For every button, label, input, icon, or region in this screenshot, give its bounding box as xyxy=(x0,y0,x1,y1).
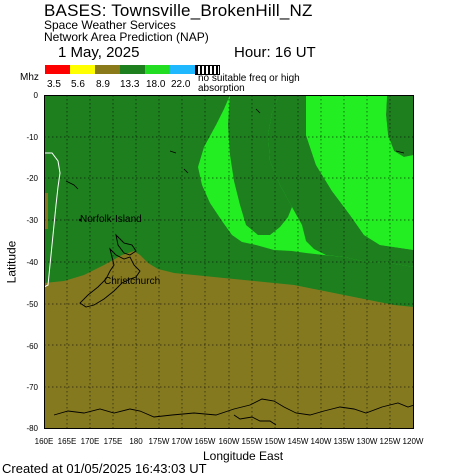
created-timestamp: Created at 01/05/2025 16:43:03 UT xyxy=(2,461,207,476)
region-bright-green-east xyxy=(306,95,414,250)
legend-swatch-dark-green xyxy=(120,65,145,74)
legend-label: 8.9 xyxy=(96,79,110,90)
region-dark-green-patch xyxy=(386,95,414,157)
x-tick-label: 125W xyxy=(379,437,401,446)
new-zealand-coastline xyxy=(79,247,141,308)
island-mark xyxy=(169,150,177,154)
island-mark xyxy=(65,180,79,190)
island-mark xyxy=(183,168,189,174)
x-tick-label: 165E xyxy=(57,437,77,446)
x-tick-label: 145W xyxy=(287,437,309,446)
y-tick-label: -20 xyxy=(26,174,38,183)
y-tick-label: -50 xyxy=(26,300,38,309)
region-olive-edge xyxy=(44,193,48,229)
x-tick-label: 130W xyxy=(356,437,378,446)
x-axis-label: Longitude East xyxy=(203,449,284,463)
legend-label: 18.0 xyxy=(146,79,166,90)
region-dark-green-lobe xyxy=(228,95,292,235)
y-tick-label: -70 xyxy=(26,383,38,392)
y-tick-label: -80 xyxy=(26,424,38,433)
legend-swatch-yellow xyxy=(70,65,95,74)
page-title: BASES: Townsville_BrokenHill_NZ xyxy=(44,1,313,20)
x-tick-label: 135W xyxy=(333,437,355,446)
legend-swatch-green xyxy=(145,65,170,74)
island-mark xyxy=(395,150,405,154)
x-tick-label: 170E xyxy=(80,437,100,446)
australia-coastline xyxy=(44,152,61,288)
x-tick-label: 180 xyxy=(129,437,143,446)
x-tick-label: 120W xyxy=(402,437,424,446)
legend-swatch-no-freq xyxy=(195,65,220,75)
norfolk-island-mark xyxy=(78,218,82,222)
x-tick-label: 170W xyxy=(171,437,193,446)
legend-no-freq-label: no suitable freq or high absorption xyxy=(198,73,300,94)
map-grid xyxy=(44,95,414,429)
region-dark-green-stripe xyxy=(268,95,414,267)
place-label-norfolk: Norfolk-Island xyxy=(80,214,142,225)
x-tick-label: 175W xyxy=(148,437,170,446)
legend-swatch-cyan xyxy=(170,65,195,74)
x-tick-label: 165W xyxy=(194,437,216,446)
x-tick-label: 160E xyxy=(34,437,54,446)
legend-swatch-red xyxy=(45,65,70,74)
north-island-coastline xyxy=(115,233,137,256)
legend-label: 5.6 xyxy=(71,79,85,90)
place-label-christchurch: Christchurch xyxy=(104,276,161,287)
antarctica-coastline xyxy=(233,414,277,426)
hour-label: Hour: 16 UT xyxy=(234,44,316,61)
propagation-map xyxy=(44,95,414,429)
y-axis-label: Latitude xyxy=(4,240,19,284)
map-frame xyxy=(44,95,414,429)
legend-label: 13.3 xyxy=(120,79,140,90)
legend-label: 22.0 xyxy=(171,79,191,90)
antarctica-coastline xyxy=(53,398,414,418)
x-tick-label: 150W xyxy=(264,437,286,446)
date-label: 1 May, 2025 xyxy=(58,44,140,61)
legend-unit: Mhz xyxy=(20,72,39,83)
island-mark xyxy=(255,108,261,114)
y-tick-label: -10 xyxy=(26,133,38,142)
legend-swatch-olive xyxy=(95,65,120,74)
x-tick-label: 155W xyxy=(241,437,263,446)
subtitle-prediction: Network Area Prediction (NAP) xyxy=(44,30,209,44)
legend-label: 3.5 xyxy=(47,79,61,90)
y-tick-label: -30 xyxy=(26,216,38,225)
x-tick-label: 160W xyxy=(218,437,240,446)
x-tick-label: 175E xyxy=(103,437,123,446)
subtitle-service: Space Weather Services xyxy=(44,18,176,32)
y-tick-label: -60 xyxy=(26,342,38,351)
y-tick-label: 0 xyxy=(33,91,38,100)
y-tick-label: -40 xyxy=(26,258,38,267)
x-tick-label: 140W xyxy=(310,437,332,446)
